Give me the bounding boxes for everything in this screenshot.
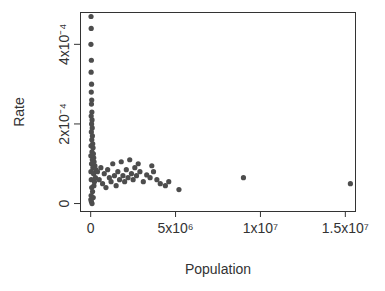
- svg-text:5x10⁶: 5x10⁶: [157, 220, 193, 236]
- svg-text:1.5x10⁷: 1.5x10⁷: [322, 220, 369, 236]
- svg-text:0: 0: [87, 220, 95, 236]
- svg-text:1x10⁷: 1x10⁷: [243, 220, 278, 236]
- svg-text:0: 0: [56, 199, 72, 207]
- svg-text:4x10⁻⁴: 4x10⁻⁴: [56, 24, 72, 65]
- svg-text:Rate: Rate: [11, 97, 27, 127]
- svg-text:Population: Population: [185, 261, 251, 277]
- svg-text:2x10⁻⁴: 2x10⁻⁴: [56, 103, 72, 144]
